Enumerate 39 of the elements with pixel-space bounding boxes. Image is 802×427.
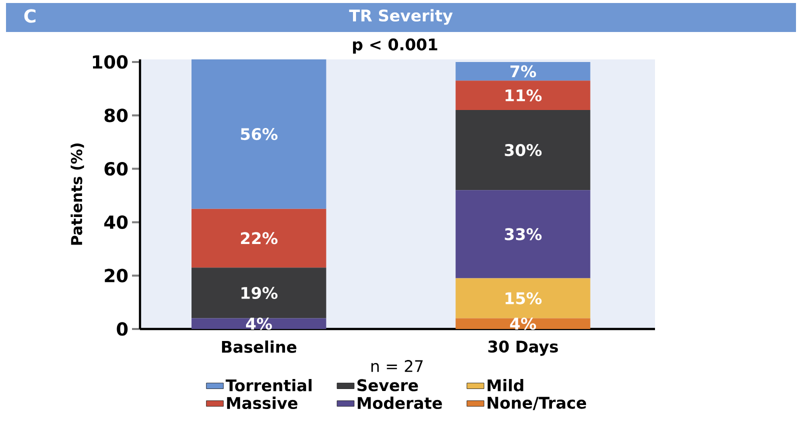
bar [456, 62, 590, 81]
data-label: 4% [246, 318, 272, 330]
bar [456, 318, 590, 329]
bar [192, 208, 326, 268]
chart-title: TR Severity [349, 9, 453, 25]
text: C [24, 9, 36, 23]
bar [456, 190, 590, 278]
data-label: 22% [240, 232, 278, 244]
legend-label: Moderate [358, 396, 442, 410]
legend-label: None/Trace [488, 396, 586, 410]
y-tick-label: 60 [104, 162, 128, 176]
text: n = 27 [371, 360, 423, 372]
bar [192, 59, 326, 209]
bar [456, 80, 590, 110]
legend-label: Massive [227, 396, 298, 410]
y-tick-label: 100 [92, 55, 128, 69]
data-label: 56% [240, 128, 278, 140]
data-label: 30% [504, 144, 542, 156]
data-label: 15% [506, 292, 542, 304]
y-tick-label: 20 [104, 268, 128, 282]
legend-label: Torrential [226, 379, 312, 392]
data-label: 33% [504, 228, 542, 240]
y-tick-label: 80 [104, 108, 128, 122]
x-tick-label: Baseline [222, 340, 296, 353]
y-axis-title: Patients (%) [70, 143, 84, 245]
data-label: 11% [506, 89, 542, 102]
data-label: 4% [510, 318, 536, 330]
bar [192, 318, 326, 329]
data-label: 19% [242, 286, 278, 299]
bar [456, 278, 590, 318]
chart-subtitle: p < 0.001 [353, 38, 438, 54]
bar [192, 268, 326, 318]
legend-label: Severe [357, 379, 418, 392]
legend-label: Mild [488, 379, 524, 392]
x-tick-label: 30 Days [488, 340, 558, 356]
y-tick-label: 0 [116, 322, 128, 336]
bar [456, 110, 590, 190]
y-tick-label: 40 [104, 215, 128, 229]
data-label: 7% [510, 65, 536, 78]
